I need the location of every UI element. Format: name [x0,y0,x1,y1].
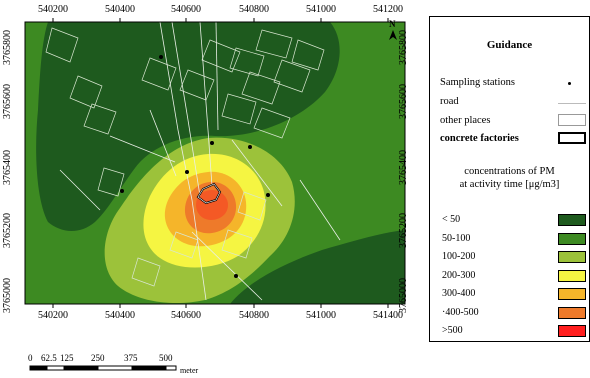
concentration-title: concentrations of PM at activity time [μ… [430,165,589,191]
sampling-station-symbol [568,82,571,85]
scale-tick-label: 500 [159,353,173,363]
concrete-factory-symbol [558,132,586,144]
legend-other-places-label: other places [440,115,491,126]
road-symbol [558,103,586,104]
x-tick-bottom: 540800 [239,310,269,321]
sampling-station-point [266,193,270,197]
concentration-class-label: ·400-500 [442,306,479,318]
x-tick-top: 540800 [239,4,269,15]
zone-under-50-north [36,22,340,232]
zone-400-500 [184,181,237,234]
concentration-class-swatch [558,232,586,245]
y-tick-left: 3765600 [2,84,13,119]
y-tick-right: 3765600 [398,84,409,119]
scale-unit-label: meter [180,366,199,375]
legend-road-label: road [440,96,459,107]
zone-over-500 [196,190,228,220]
concentration-class-swatch [558,325,586,337]
concentration-class-label: 100-200 [442,251,476,262]
legend-panel: Guidance Sampling stations road other pl… [429,16,590,342]
x-tick-top: 541200 [373,4,403,15]
y-tick-left: 3765800 [2,30,13,65]
sampling-station-point [159,55,163,59]
y-tick-right: 3765800 [398,30,409,65]
sampling-station-point [185,170,189,174]
legend-sampling-label: Sampling stations [440,77,515,88]
x-tick-bottom: 540600 [171,310,201,321]
x-tick-bottom: 541400 [373,310,403,321]
concentration-zones [25,22,405,304]
map-grid-ticks [52,18,389,308]
x-tick-bottom: 540400 [105,310,135,321]
concentration-class-label: < 50 [442,214,461,225]
zone-under-50-southeast [230,230,405,304]
legend-title: Guidance [486,39,533,51]
x-tick-top: 540600 [171,4,201,15]
concentration-class-swatch [558,306,586,319]
y-tick-right: 3765000 [398,278,409,313]
scale-bar [29,365,177,371]
y-tick-left: 3765400 [2,150,13,185]
y-tick-right: 3765200 [398,213,409,248]
y-tick-left: 3765000 [2,278,13,313]
sampling-station-point [120,189,124,193]
legend-factories-label: concrete factories [440,133,519,144]
concentration-class-swatch [558,214,586,226]
x-tick-bottom: 540200 [38,310,68,321]
scale-tick-label: 375 [124,353,138,363]
roads [59,22,341,301]
x-tick-top: 541000 [306,4,336,15]
concentration-class-label: 300-400 [442,288,476,299]
scale-tick-label: 250 [91,353,105,363]
north-arrow [389,30,397,40]
concentration-class-swatch [558,251,586,263]
concentration-class-label: 50-100 [442,232,471,244]
x-tick-bottom: 541000 [306,310,336,321]
concentration-title-line2: at activity time [μg/m3] [459,179,560,190]
concentration-class-label: >500 [442,325,463,336]
scale-tick-label: 0 [28,353,33,363]
scale-tick-label: 62.5 [41,353,57,363]
x-tick-top: 540400 [105,4,135,15]
concentration-class-swatch [558,269,586,282]
y-tick-left: 3765200 [2,213,13,248]
concentration-class-swatch [558,288,586,300]
sampling-stations [120,55,270,278]
sampling-station-point [210,141,214,145]
y-tick-right: 3765400 [398,150,409,185]
sampling-station-point [248,145,252,149]
concentration-title-line1: concentrations of PM [464,166,555,177]
x-tick-top: 540200 [38,4,68,15]
sampling-station-point [234,274,238,278]
other-places-symbol [558,114,586,126]
north-label: N [389,19,396,29]
map-frame [24,21,406,305]
concentration-class-label: 200-300 [442,269,476,281]
scale-tick-label: 125 [60,353,74,363]
